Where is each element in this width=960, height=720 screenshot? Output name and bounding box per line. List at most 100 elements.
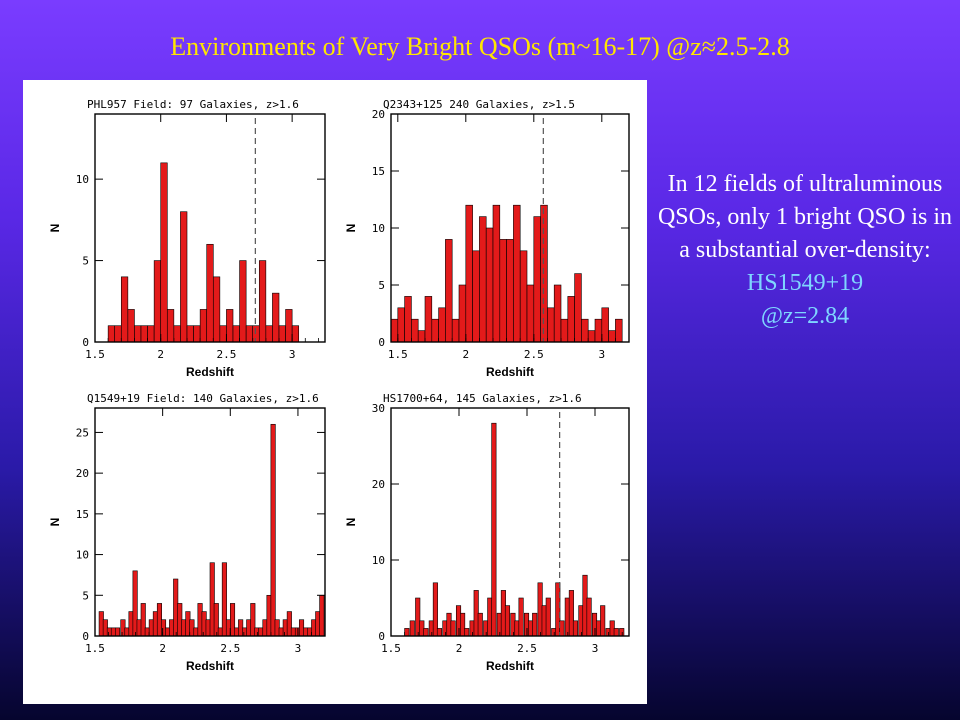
- x-axis-label: Redshift: [186, 659, 234, 673]
- histogram-bar: [436, 628, 443, 637]
- histogram-bar: [438, 307, 446, 343]
- y-tick-label: 20: [372, 108, 385, 121]
- highlight-qso-name: HS1549+19: [746, 270, 864, 296]
- y-tick-label: 25: [76, 426, 89, 439]
- histogram-bar: [615, 318, 623, 343]
- y-tick-label: 10: [372, 554, 385, 567]
- histogram-bar: [572, 620, 579, 637]
- y-tick-label: 0: [378, 630, 385, 643]
- histogram-bar: [219, 325, 227, 343]
- y-tick-label: 5: [82, 255, 89, 268]
- y-tick-label: 0: [82, 630, 89, 643]
- histogram-bar: [265, 325, 273, 343]
- histogram-bar: [545, 597, 551, 637]
- histogram-bar: [120, 276, 129, 343]
- x-tick-label: 2: [456, 642, 463, 655]
- histogram-bar: [226, 309, 234, 343]
- histogram-bar: [432, 582, 438, 637]
- x-tick-label: 2.5: [216, 348, 236, 361]
- histogram-bar: [114, 325, 122, 343]
- histogram-bar: [404, 628, 410, 637]
- x-tick-label: 3: [592, 642, 599, 655]
- y-tick-label: 10: [76, 549, 89, 562]
- histogram-bar: [567, 296, 575, 343]
- histogram-bar: [518, 597, 524, 637]
- histogram-bar: [404, 296, 412, 343]
- histogram-bar: [180, 211, 188, 343]
- histogram-bar: [519, 250, 528, 343]
- histogram-bar: [272, 292, 280, 343]
- histogram-bar: [193, 325, 201, 343]
- histogram-bar: [586, 597, 592, 637]
- x-tick-label: 3: [295, 642, 302, 655]
- histogram-bar: [594, 318, 603, 343]
- histogram-bar: [464, 628, 470, 637]
- histogram-bar: [114, 627, 121, 637]
- histogram-bar: [411, 318, 419, 343]
- x-tick-label: 2: [159, 642, 166, 655]
- chart-title: Q1549+19 Field: 140 Galaxies, z>1.6: [87, 392, 319, 405]
- x-tick-label: 2.5: [524, 348, 544, 361]
- histogram-grid: PHL957 Field: 97 Galaxies, z>1.6 1.5 2 2.5 3…: [48, 98, 630, 673]
- histogram-bar: [278, 325, 286, 343]
- histogram-bar: [526, 284, 535, 343]
- histogram-bar: [153, 260, 162, 343]
- histogram-bar: [533, 216, 541, 343]
- y-axis-label: N: [48, 518, 62, 527]
- histogram-bar: [581, 318, 589, 343]
- histogram-figure: PHL957 Field: 97 Galaxies, z>1.6 1.5 2 2.5 3…: [23, 80, 647, 704]
- histogram-bar: [239, 260, 247, 343]
- chart-title: HS1700+64, 145 Galaxies, z>1.6: [383, 392, 582, 405]
- histogram-bar: [140, 325, 148, 343]
- histogram-bar: [532, 612, 538, 637]
- histogram-bar: [285, 309, 293, 343]
- y-tick-label: 30: [372, 402, 385, 415]
- chart-title: Q2343+125 240 Galaxies, z>1.5: [383, 98, 575, 111]
- histogram-bar: [540, 204, 548, 343]
- histogram-bar: [232, 325, 240, 343]
- histogram-bar: [553, 284, 562, 343]
- x-tick-label: 3: [598, 348, 605, 361]
- histogram-bar: [423, 628, 429, 637]
- side-text-body: In 12 fields of ultraluminous QSOs, only…: [657, 171, 953, 263]
- x-tick-label: 2: [157, 348, 164, 361]
- histogram-bar: [160, 162, 168, 343]
- histogram-bar: [245, 325, 254, 343]
- x-tick-label: 2.5: [517, 642, 537, 655]
- histogram-bar: [199, 309, 208, 343]
- y-axis-label: N: [344, 518, 358, 527]
- y-tick-label: 10: [372, 222, 385, 235]
- histogram-bar: [319, 594, 325, 637]
- x-axis-label: Redshift: [186, 365, 234, 379]
- y-tick-label: 15: [372, 165, 385, 178]
- histogram-bar: [451, 318, 460, 343]
- histogram-bar: [417, 330, 426, 343]
- histogram-bar: [186, 325, 194, 343]
- x-axis-label: Redshift: [486, 659, 534, 673]
- histogram-bar: [458, 284, 467, 343]
- histogram-bar: [608, 330, 616, 343]
- x-axis-label: Redshift: [486, 365, 534, 379]
- chart-title: PHL957 Field: 97 Galaxies, z>1.6: [87, 98, 299, 111]
- histogram-bar: [559, 620, 565, 637]
- histogram-bar: [431, 318, 439, 343]
- histogram-bar: [206, 243, 214, 343]
- histogram-bar: [504, 605, 511, 637]
- histogram-bar: [560, 318, 569, 343]
- plot-frame: [94, 113, 326, 343]
- histogram-bar: [107, 325, 116, 343]
- histogram-bar: [613, 628, 619, 637]
- highlight-qso-redshift: @z=2.84: [760, 303, 850, 329]
- histogram-bar: [587, 330, 596, 343]
- histogram-bar: [409, 620, 415, 637]
- histogram-bar: [506, 239, 514, 343]
- x-tick-label: 1.5: [85, 348, 105, 361]
- y-tick-label: 10: [76, 173, 89, 186]
- histogram-bar: [472, 250, 480, 343]
- y-tick-label: 20: [372, 478, 385, 491]
- x-tick-label: 1.5: [381, 642, 401, 655]
- slide-title: Environments of Very Bright QSOs (m~16-1…: [170, 32, 790, 61]
- histogram-bar: [574, 273, 582, 343]
- x-tick-label: 1.5: [388, 348, 408, 361]
- histogram-bar: [479, 216, 487, 343]
